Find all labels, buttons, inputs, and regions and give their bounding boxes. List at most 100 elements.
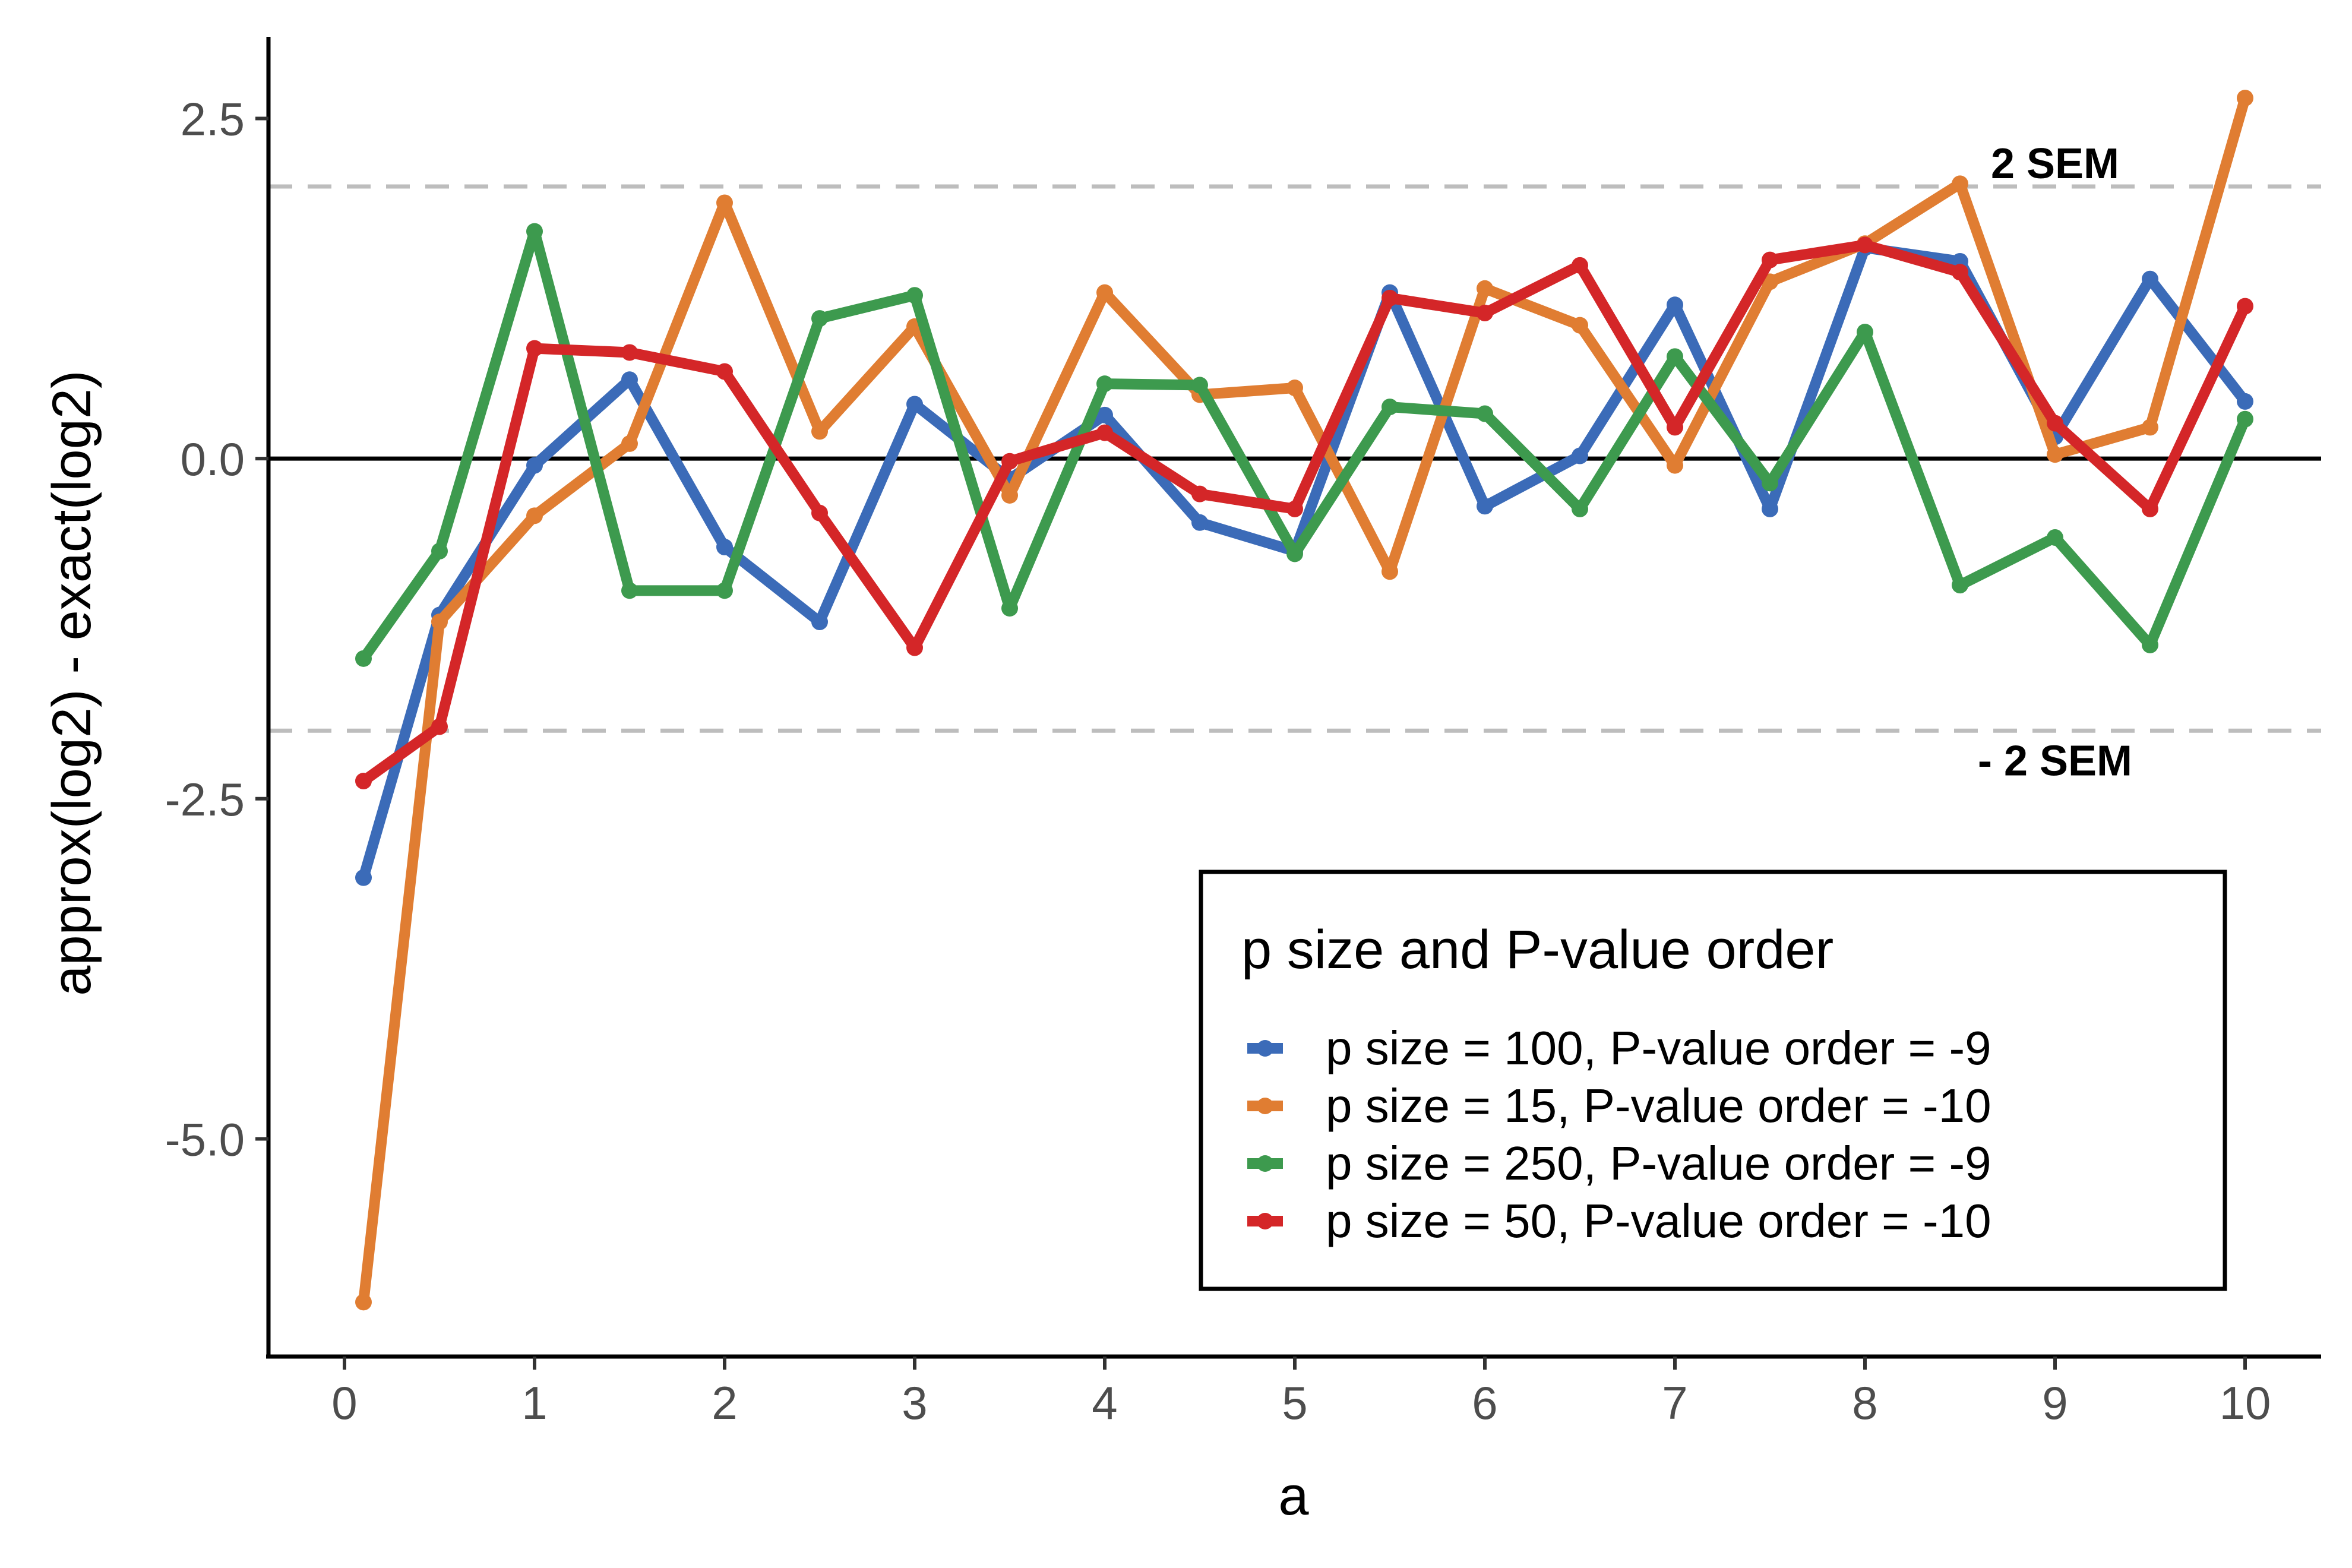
- data-point: [431, 542, 448, 559]
- data-point: [1667, 296, 1683, 314]
- data-point: [1762, 500, 1778, 517]
- legend-title: p size and P-value order: [1241, 919, 1833, 980]
- data-point: [2142, 270, 2158, 287]
- data-point: [1477, 405, 1493, 422]
- x-tick-label: 0: [331, 1377, 357, 1429]
- data-point: [355, 869, 372, 886]
- data-point: [431, 614, 448, 631]
- annotation-label: 2 SEM: [1991, 140, 2119, 188]
- data-point: [811, 310, 828, 327]
- data-point: [1572, 257, 1588, 274]
- annotation-label: - 2 SEM: [1978, 738, 2132, 785]
- data-point: [1762, 251, 1778, 268]
- data-point: [811, 423, 828, 440]
- data-point: [355, 650, 372, 667]
- data-point: [906, 396, 923, 413]
- reference-lines: [268, 184, 2321, 733]
- data-point: [621, 582, 638, 599]
- data-point: [716, 539, 733, 556]
- data-point: [2237, 90, 2253, 107]
- series-line: [358, 226, 2250, 664]
- data-point: [1572, 500, 1588, 517]
- data-point: [1477, 280, 1493, 297]
- data-point: [1382, 399, 1398, 416]
- series-1: [355, 239, 2253, 886]
- legend-item: p size = 50, P-value order = -10: [1247, 1194, 1991, 1247]
- data-point: [2047, 446, 2063, 463]
- series-line: [358, 242, 2250, 883]
- data-point: [526, 223, 543, 240]
- data-point: [621, 344, 638, 361]
- data-point: [621, 371, 638, 388]
- data-point: [2142, 419, 2158, 436]
- y-tick-label: 0.0: [181, 433, 245, 485]
- data-point: [1001, 600, 1018, 617]
- data-point: [1096, 424, 1113, 441]
- legend-swatch-point: [1257, 1040, 1273, 1057]
- data-point: [2047, 529, 2063, 546]
- x-tick-label: 9: [2042, 1377, 2068, 1429]
- x-tick-label: 10: [2220, 1377, 2271, 1429]
- data-point: [1286, 380, 1303, 397]
- data-point: [2237, 298, 2253, 315]
- series-4: [355, 236, 2253, 790]
- x-ticks: 0 1 2 3 4 5 6 7 8 9 10: [331, 1357, 2271, 1429]
- data-point: [1952, 175, 1968, 192]
- data-point: [716, 194, 733, 211]
- series-3: [355, 223, 2253, 667]
- data-point: [1572, 447, 1588, 464]
- y-ticks: 2.5 0.0 -2.5 -5.0: [165, 93, 268, 1165]
- data-point: [1382, 563, 1398, 580]
- data-point: [2047, 415, 2063, 432]
- data-point: [1477, 305, 1493, 322]
- data-point: [2237, 393, 2253, 410]
- x-tick-label: 3: [902, 1377, 927, 1429]
- data-point: [906, 287, 923, 304]
- data-point: [1286, 500, 1303, 517]
- data-point: [1952, 577, 1968, 594]
- legend: p size and P-value order p size = 100, P…: [1199, 870, 2227, 1291]
- x-tick-label: 4: [1092, 1377, 1117, 1429]
- legend-item: p size = 250, P-value order = -9: [1247, 1137, 1991, 1190]
- data-point: [1667, 419, 1683, 436]
- legend-label: p size = 15, P-value order = -10: [1326, 1079, 1991, 1132]
- y-tick-label: -5.0: [165, 1113, 245, 1165]
- legend-item: p size = 100, P-value order = -9: [1247, 1022, 1991, 1074]
- data-point: [526, 457, 543, 474]
- data-point: [526, 340, 543, 357]
- data-point: [1001, 453, 1018, 470]
- data-point: [1572, 317, 1588, 334]
- data-point: [811, 504, 828, 521]
- x-axis-label: a: [1278, 1466, 1309, 1526]
- data-point: [1191, 514, 1208, 531]
- x-tick-label: 5: [1282, 1377, 1307, 1429]
- legend-swatch-point: [1257, 1098, 1273, 1114]
- data-point: [1096, 284, 1113, 301]
- data-point: [716, 363, 733, 380]
- legend-label: p size = 250, P-value order = -9: [1326, 1137, 1991, 1190]
- annotations: 2 SEM - 2 SEM: [1978, 140, 2132, 785]
- data-point: [2237, 410, 2253, 428]
- data-point: [2142, 500, 2158, 517]
- legend-box: [1199, 870, 2227, 1291]
- series-layer: [355, 90, 2253, 1311]
- data-point: [2142, 636, 2158, 653]
- data-point: [716, 582, 733, 599]
- data-point: [1857, 324, 1873, 341]
- data-point: [1667, 457, 1683, 474]
- y-tick-label: 2.5: [181, 93, 245, 145]
- data-point: [1762, 475, 1778, 492]
- data-point: [1382, 289, 1398, 306]
- data-point: [1857, 236, 1873, 254]
- data-point: [355, 773, 372, 790]
- x-tick-label: 6: [1472, 1377, 1497, 1429]
- x-tick-label: 8: [1852, 1377, 1877, 1429]
- data-point: [1096, 406, 1113, 423]
- data-point: [355, 1294, 372, 1311]
- data-point: [1001, 486, 1018, 504]
- data-point: [1286, 545, 1303, 562]
- y-axis-label: approx(log2) - exact(log2): [42, 370, 102, 995]
- legend-items: p size = 100, P-value order = -9p size =…: [1247, 1022, 1991, 1247]
- legend-label: p size = 50, P-value order = -10: [1326, 1194, 1991, 1247]
